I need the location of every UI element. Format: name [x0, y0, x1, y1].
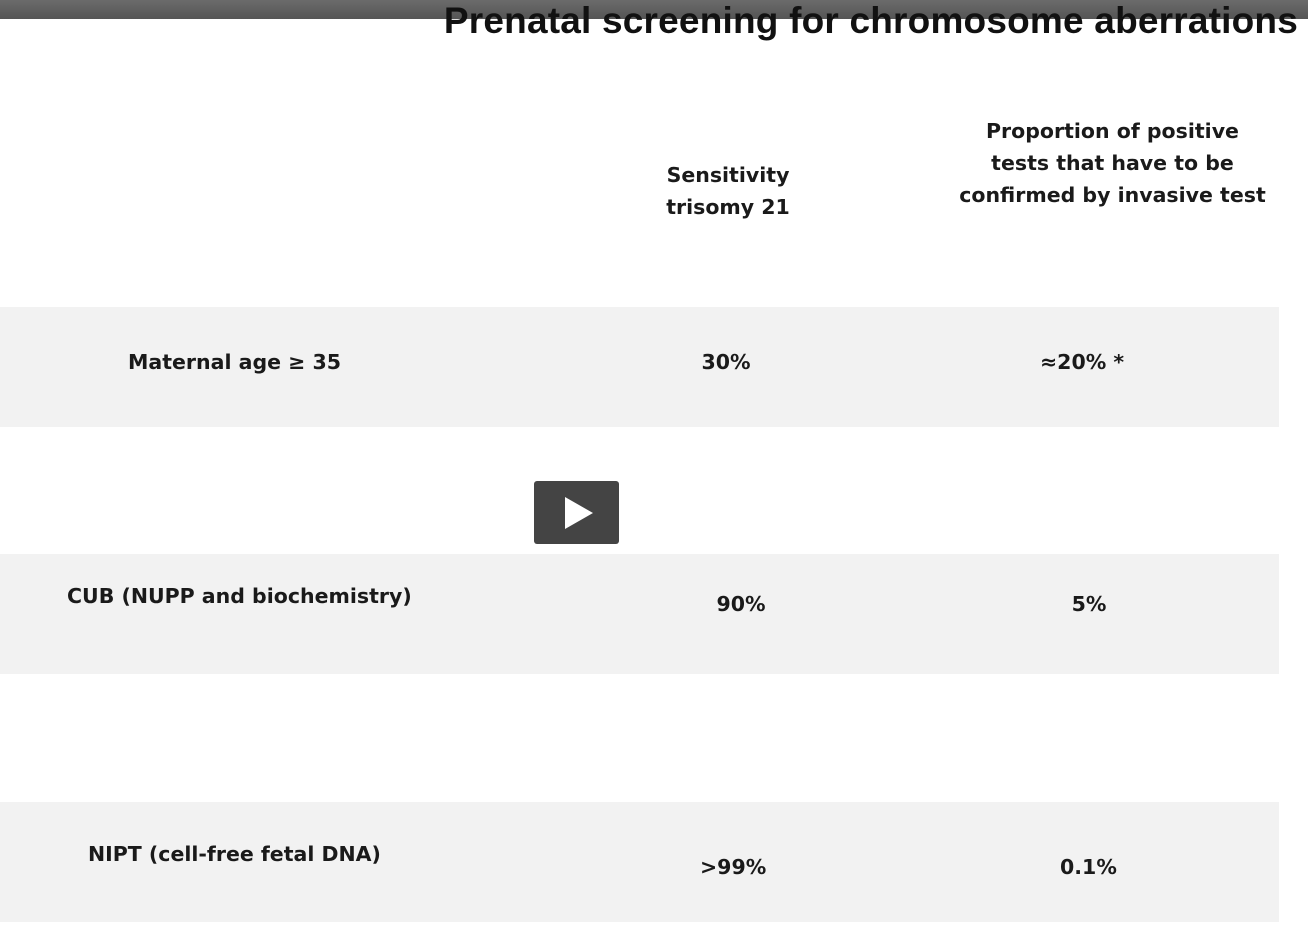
row-3-proportion: 0.1% — [1060, 855, 1117, 879]
row-3-sensitivity: >99% — [700, 855, 767, 879]
row-1-proportion: ≈20% * — [1040, 350, 1125, 374]
table-row-band — [0, 307, 1279, 427]
row-2-sensitivity: 90% — [716, 592, 766, 616]
row-3-method: NIPT (cell-free fetal DNA) — [88, 842, 381, 866]
row-1-method: Maternal age ≥ 35 — [128, 350, 342, 374]
row-2-proportion: 5% — [1071, 592, 1107, 616]
header-proportion: Proportion of positive tests that have to… — [959, 119, 1266, 207]
table-row-band — [0, 554, 1279, 674]
play-icon — [565, 497, 593, 529]
row-2-method: CUB (NUPP and biochemistry) — [67, 584, 412, 608]
top-bar — [0, 0, 1308, 19]
slide-title: Prenatal screening for chromosome aberra… — [443, 0, 1298, 41]
play-button[interactable] — [534, 481, 619, 544]
row-1-sensitivity: 30% — [701, 350, 751, 374]
header-sensitivity: Sensitivity trisomy 21 — [666, 163, 790, 219]
table-row-band — [0, 802, 1279, 922]
